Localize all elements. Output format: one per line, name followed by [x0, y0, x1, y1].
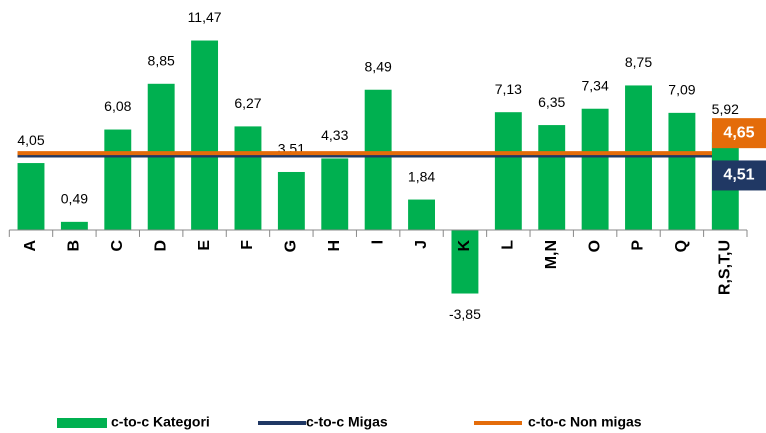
value-label: 4,33 — [321, 127, 348, 143]
bar — [17, 163, 45, 230]
bar — [538, 125, 566, 230]
bar — [451, 229, 479, 294]
value-label: 8,85 — [148, 52, 175, 68]
reference-label-box — [712, 118, 766, 149]
value-label: 0,49 — [61, 191, 88, 207]
x-tick-label: H — [326, 240, 343, 252]
reference-label-box — [712, 160, 766, 191]
bar — [60, 221, 88, 230]
value-label: 8,49 — [365, 58, 392, 74]
reference-label: 4,51 — [723, 167, 754, 184]
x-tick-label: E — [196, 240, 213, 251]
x-tick-label: P — [630, 240, 647, 251]
value-label: -3,85 — [449, 306, 481, 322]
bar — [104, 129, 132, 230]
legend-label: c-to-c Non migas — [528, 414, 642, 430]
value-label: 7,09 — [668, 82, 695, 98]
value-label: 1,84 — [408, 168, 435, 184]
x-tick-label: Q — [673, 240, 690, 252]
x-tick-label: D — [152, 240, 169, 252]
value-label: 6,08 — [104, 98, 131, 114]
bar — [321, 158, 349, 230]
x-tick-label: B — [66, 240, 83, 252]
x-tick-label: C — [109, 240, 126, 252]
value-label: 11,47 — [188, 9, 222, 25]
bar — [581, 108, 609, 230]
x-tick-label: I — [369, 240, 386, 244]
value-label: 7,34 — [581, 77, 608, 93]
x-tick-label: J — [413, 240, 430, 249]
x-tick-label: L — [500, 240, 517, 250]
x-tick-label: K — [456, 240, 473, 252]
x-tick-label: F — [239, 240, 256, 250]
bar — [191, 40, 219, 230]
bar — [234, 126, 262, 230]
bar — [625, 85, 652, 230]
bar — [364, 89, 392, 230]
bar — [277, 171, 305, 230]
legend-label: c-to-c Kategori — [111, 414, 210, 430]
legend-swatch — [57, 418, 107, 428]
reference-label: 4,65 — [723, 124, 754, 141]
value-label: 4,05 — [17, 132, 44, 148]
bar — [408, 199, 435, 230]
x-tick-label: O — [586, 240, 603, 252]
legend-label: c-to-c Migas — [306, 414, 388, 430]
bar — [494, 112, 522, 230]
x-tick-label: G — [283, 240, 300, 252]
x-tick-label: M,N — [543, 240, 560, 269]
value-label: 5,92 — [712, 101, 739, 117]
bar — [668, 112, 696, 230]
value-label: 8,75 — [625, 54, 652, 70]
value-label: 7,13 — [495, 81, 522, 97]
value-label: 6,27 — [234, 95, 261, 111]
value-label: 6,35 — [538, 94, 565, 110]
x-tick-label: A — [22, 240, 39, 252]
x-tick-label: R,S,T,U — [717, 240, 734, 295]
